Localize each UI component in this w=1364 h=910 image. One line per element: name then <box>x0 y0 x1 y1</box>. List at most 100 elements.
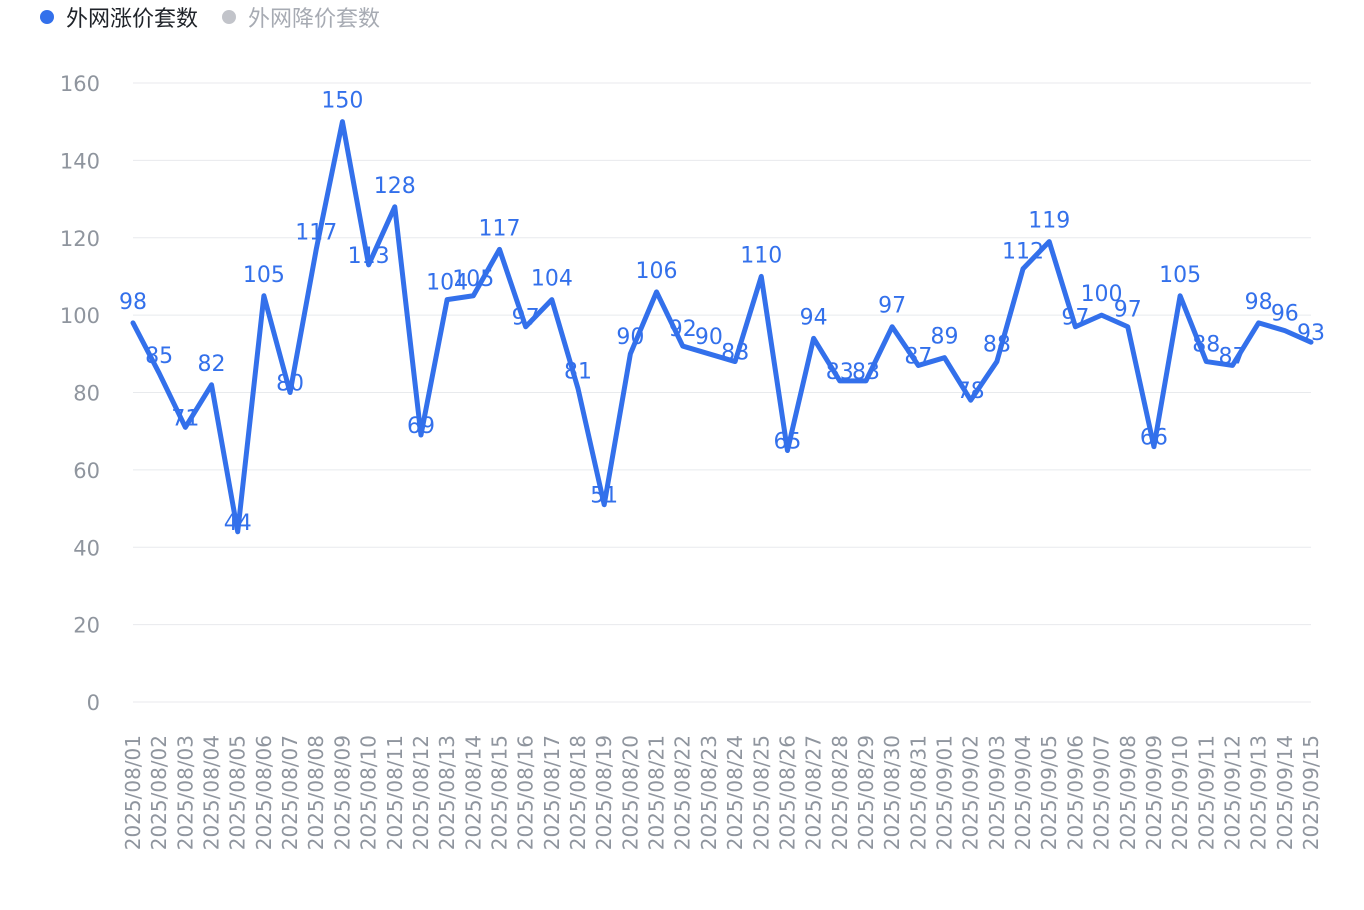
data-label: 98 <box>1245 290 1273 315</box>
x-tick-label: 2025/08/21 <box>645 735 669 850</box>
x-tick-label: 2025/08/04 <box>200 735 224 850</box>
data-label: 66 <box>1140 426 1168 451</box>
data-label: 97 <box>1114 298 1142 323</box>
data-label: 88 <box>1192 333 1220 358</box>
legend-marker-price-increase <box>40 10 54 24</box>
x-tick-label: 2025/08/24 <box>723 735 747 850</box>
data-label: 87 <box>904 344 932 369</box>
data-label: 106 <box>636 259 678 284</box>
data-label: 51 <box>590 484 618 509</box>
x-tick-label: 2025/08/25 <box>749 735 773 850</box>
x-tick-label: 2025/09/08 <box>1116 735 1140 850</box>
data-label: 119 <box>1028 209 1070 234</box>
x-tick-label: 2025/09/07 <box>1090 735 1114 850</box>
x-tick-label: 2025/08/01 <box>121 735 145 850</box>
data-label: 65 <box>773 430 801 455</box>
data-label: 92 <box>669 317 697 342</box>
x-tick-label: 2025/08/23 <box>697 735 721 850</box>
data-label: 105 <box>243 263 285 288</box>
x-tick-label: 2025/08/03 <box>173 735 197 850</box>
data-label: 83 <box>826 360 854 385</box>
x-tick-label: 2025/09/05 <box>1037 735 1061 850</box>
x-tick-label: 2025/09/15 <box>1299 735 1323 850</box>
data-label: 113 <box>348 244 390 269</box>
x-tick-label: 2025/08/22 <box>671 735 695 850</box>
y-tick-label: 60 <box>73 459 100 483</box>
y-tick-label: 20 <box>73 614 100 638</box>
data-label: 71 <box>171 406 199 431</box>
grid-lines <box>133 82 1311 703</box>
data-label: 117 <box>295 220 337 245</box>
data-label: 150 <box>321 89 363 114</box>
legend-label-price-increase: 外网涨价套数 <box>66 7 199 32</box>
x-tick-label: 2025/08/12 <box>409 735 433 850</box>
y-tick-label: 80 <box>73 382 100 406</box>
y-tick-label: 100 <box>60 304 100 328</box>
data-label: 96 <box>1271 302 1299 327</box>
data-label: 93 <box>1297 321 1325 346</box>
x-tick-label: 2025/08/17 <box>540 735 564 850</box>
x-tick-label: 2025/08/28 <box>828 735 852 850</box>
data-label: 44 <box>224 511 252 536</box>
x-tick-label: 2025/08/09 <box>330 735 354 850</box>
data-label: 110 <box>740 243 782 268</box>
data-label: 90 <box>695 325 723 350</box>
data-label: 98 <box>119 290 147 315</box>
y-axis-ticks: 0 20 40 60 80 100 120 140 160 <box>60 72 100 715</box>
legend-label-price-decrease: 外网降价套数 <box>248 7 381 32</box>
y-tick-label: 160 <box>60 72 100 96</box>
legend-item-price-decrease[interactable]: 外网降价套数 <box>222 1 380 33</box>
y-tick-label: 140 <box>60 149 100 173</box>
data-label: 82 <box>198 352 226 377</box>
data-label-layer: 9885718244105801171501131286910410511797… <box>119 89 1325 536</box>
x-tick-label: 2025/09/01 <box>933 735 957 850</box>
data-label: 112 <box>1002 240 1044 265</box>
x-tick-label: 2025/09/14 <box>1273 735 1297 850</box>
data-label: 88 <box>721 341 749 366</box>
x-tick-label: 2025/08/26 <box>775 735 799 850</box>
x-tick-label: 2025/08/14 <box>461 735 485 850</box>
data-label: 117 <box>478 216 520 241</box>
data-label: 88 <box>983 333 1011 358</box>
data-label: 87 <box>1218 344 1246 369</box>
x-tick-label: 2025/09/10 <box>1168 735 1192 850</box>
x-tick-label: 2025/09/12 <box>1220 735 1244 850</box>
data-label: 105 <box>1159 263 1201 288</box>
x-tick-label: 2025/09/03 <box>985 735 1009 850</box>
data-label: 105 <box>452 267 494 292</box>
data-label: 128 <box>374 174 416 199</box>
x-tick-label: 2025/08/27 <box>802 735 826 850</box>
x-tick-label: 2025/08/10 <box>357 735 381 850</box>
data-label: 83 <box>852 360 880 385</box>
x-tick-label: 2025/08/30 <box>880 735 904 850</box>
x-tick-label: 2025/08/20 <box>618 735 642 850</box>
y-tick-label: 120 <box>60 227 100 251</box>
data-label: 97 <box>512 306 540 331</box>
data-label: 89 <box>931 325 959 350</box>
series-line-layer <box>130 119 1314 535</box>
x-tick-label: 2025/09/04 <box>1011 735 1035 850</box>
data-label: 80 <box>276 372 304 397</box>
x-tick-label: 2025/08/05 <box>226 735 250 850</box>
x-tick-label: 2025/09/02 <box>959 735 983 850</box>
x-tick-label: 2025/08/13 <box>435 735 459 850</box>
x-axis-ticks: 2025/08/01 2025/08/02 2025/08/03 2025/08/04… <box>121 735 1323 850</box>
chart-legend: 外网涨价套数 外网降价套数 <box>40 1 380 33</box>
x-tick-label: 2025/08/02 <box>147 735 171 850</box>
series-line-price-increase[interactable] <box>130 119 1314 535</box>
x-tick-label: 2025/08/19 <box>592 735 616 850</box>
data-label: 90 <box>616 325 644 350</box>
data-label: 104 <box>426 271 468 296</box>
x-tick-label: 2025/08/08 <box>304 735 328 850</box>
data-label: 78 <box>957 379 985 404</box>
x-tick-label: 2025/08/07 <box>278 735 302 850</box>
x-tick-label: 2025/08/31 <box>906 735 930 850</box>
x-tick-label: 2025/09/06 <box>1063 735 1087 850</box>
data-label: 97 <box>1061 306 1089 331</box>
legend-item-price-increase[interactable]: 外网涨价套数 <box>40 1 198 33</box>
y-tick-label: 0 <box>87 691 100 715</box>
x-tick-label: 2025/09/09 <box>1142 735 1166 850</box>
data-label: 85 <box>145 344 173 369</box>
